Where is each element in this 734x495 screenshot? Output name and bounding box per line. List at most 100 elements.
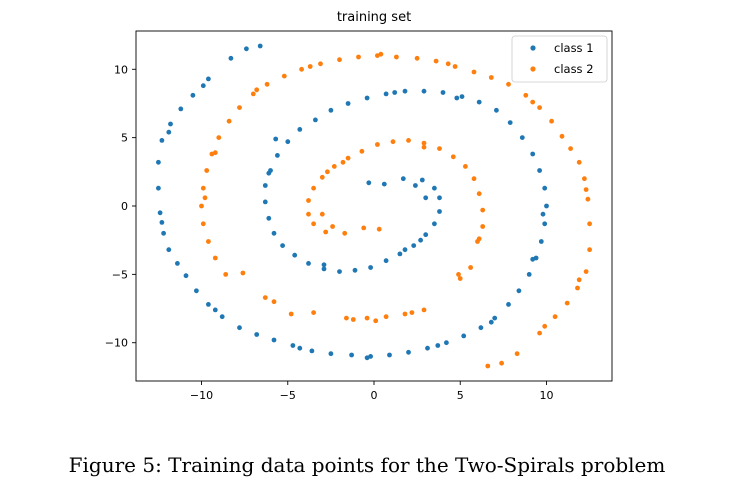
data-point: [190, 92, 196, 98]
data-point: [383, 91, 389, 97]
legend: class 1 class 2: [511, 35, 608, 83]
data-point: [328, 107, 334, 113]
data-point: [544, 203, 549, 209]
data-point: [526, 272, 532, 277]
x-tick-label: −5: [280, 389, 296, 402]
data-point: [507, 120, 513, 125]
data-point: [476, 191, 482, 197]
data-point: [226, 118, 232, 124]
data-point: [337, 269, 342, 274]
data-point: [409, 310, 415, 315]
y-tick-label: 5: [121, 132, 128, 145]
data-point: [437, 146, 442, 152]
data-point: [271, 230, 277, 236]
data-point: [468, 265, 473, 270]
data-point: [476, 99, 482, 105]
data-point: [463, 164, 468, 169]
data-point: [394, 54, 399, 60]
data-point: [537, 168, 542, 173]
data-point: [499, 360, 504, 366]
data-point: [411, 243, 417, 249]
data-point: [297, 345, 303, 351]
data-point: [568, 146, 573, 152]
data-point: [200, 83, 206, 89]
data-point: [206, 76, 211, 82]
data-point: [212, 255, 218, 261]
data-point: [340, 159, 346, 165]
data-point: [262, 295, 268, 300]
data-point: [423, 232, 429, 238]
data-point: [476, 236, 482, 242]
data-point: [471, 69, 477, 75]
data-point: [262, 183, 268, 188]
data-point: [530, 151, 536, 157]
data-point: [344, 315, 349, 321]
data-point: [364, 315, 370, 321]
data-point: [383, 258, 389, 264]
data-point: [285, 139, 291, 145]
data-point: [311, 310, 316, 315]
data-point: [514, 351, 520, 357]
data-point: [456, 272, 461, 277]
data-point: [406, 138, 411, 143]
data-point: [440, 90, 446, 95]
data-point: [299, 66, 304, 72]
data-point: [319, 174, 325, 180]
data-point: [402, 247, 408, 253]
data-point: [457, 276, 463, 281]
data-point: [444, 340, 449, 346]
data-point: [459, 94, 465, 99]
data-point: [349, 352, 354, 358]
data-point: [264, 81, 270, 87]
data-point: [542, 221, 548, 227]
y-tick-label: 10: [114, 63, 128, 76]
data-point: [421, 88, 427, 94]
data-point: [364, 355, 370, 361]
data-point: [262, 199, 268, 205]
data-point: [450, 154, 456, 160]
data-point: [292, 252, 298, 258]
data-point: [206, 302, 211, 307]
data-point: [585, 196, 591, 202]
data-point: [159, 138, 165, 143]
data-point: [366, 180, 372, 186]
data-point: [506, 81, 511, 87]
series-1: [156, 43, 549, 361]
data-point: [488, 319, 494, 325]
legend-label: class 2: [554, 62, 594, 76]
data-point: [281, 73, 287, 79]
data-point: [402, 311, 408, 317]
data-point: [523, 92, 529, 98]
data-point: [359, 148, 365, 154]
data-point: [254, 332, 260, 337]
data-point: [530, 99, 536, 105]
data-point: [445, 61, 451, 67]
data-point: [494, 107, 499, 113]
data-point: [159, 220, 165, 225]
data-point: [506, 302, 511, 307]
data-point: [321, 266, 327, 272]
data-point: [419, 177, 425, 183]
data-point: [433, 58, 439, 64]
data-point: [199, 203, 204, 209]
data-point: [485, 363, 491, 369]
data-point: [266, 215, 272, 221]
data-point: [376, 226, 382, 232]
data-point: [432, 221, 437, 227]
data-point: [421, 307, 427, 313]
data-point: [538, 239, 544, 244]
data-point: [161, 230, 167, 236]
data-point: [323, 229, 329, 235]
data-point: [200, 185, 206, 191]
data-point: [273, 136, 279, 142]
data-point: [406, 349, 411, 355]
data-point: [228, 55, 234, 61]
data-point: [309, 348, 315, 354]
data-point: [313, 117, 318, 123]
data-point: [337, 57, 342, 63]
x-tick-label: −10: [190, 389, 213, 402]
data-point: [587, 247, 592, 253]
figure-caption: Figure 5: Training data points for the T…: [68, 453, 666, 477]
data-point: [542, 323, 548, 329]
